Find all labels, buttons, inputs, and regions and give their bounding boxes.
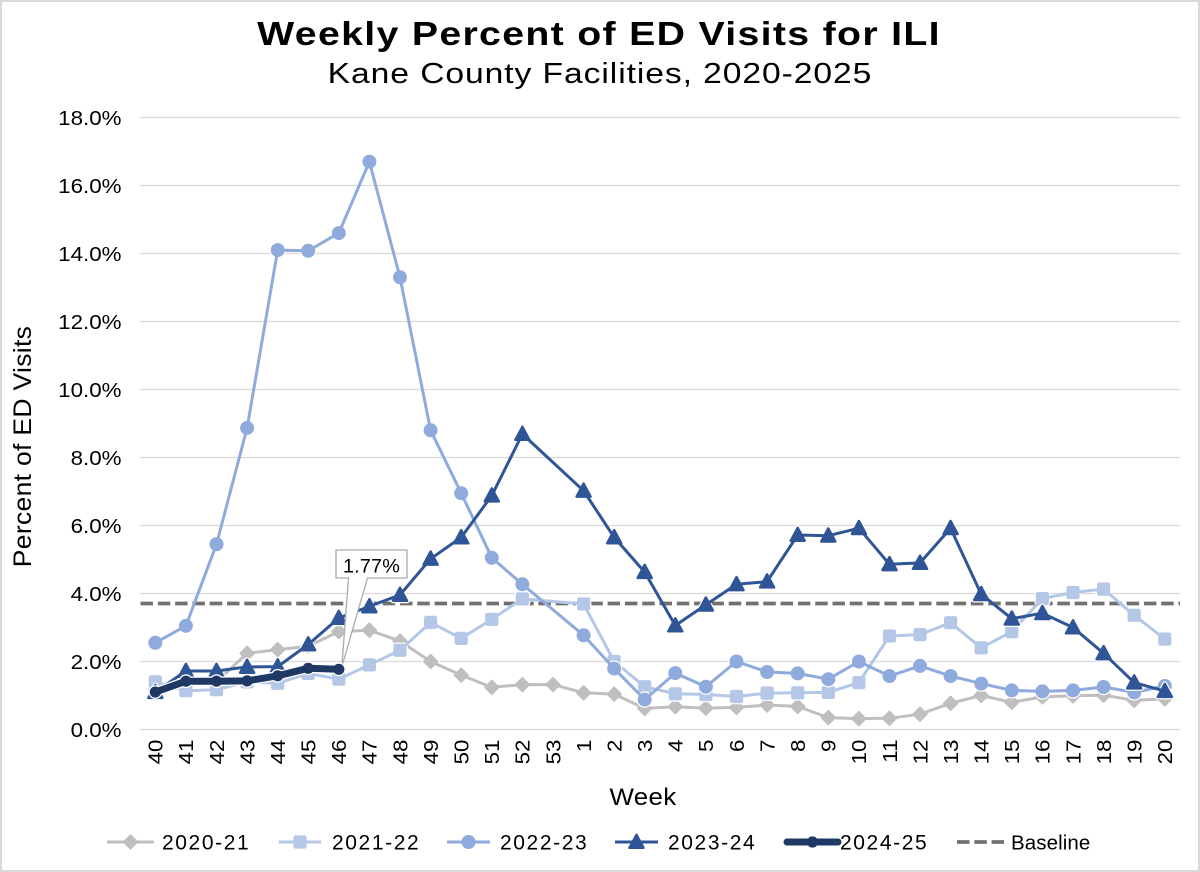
- svg-text:9: 9: [817, 740, 840, 752]
- svg-text:17: 17: [1062, 740, 1085, 765]
- svg-text:2.0%: 2.0%: [71, 651, 122, 674]
- svg-text:15: 15: [1001, 739, 1024, 764]
- svg-text:46: 46: [328, 740, 351, 765]
- svg-text:41: 41: [175, 740, 198, 765]
- svg-text:Weekly Percent of ED Visits fo: Weekly Percent of ED Visits for ILI: [257, 15, 941, 52]
- svg-text:2022-23: 2022-23: [500, 831, 588, 854]
- svg-text:42: 42: [206, 740, 229, 765]
- svg-text:1: 1: [573, 740, 596, 752]
- svg-text:4.0%: 4.0%: [71, 583, 122, 606]
- svg-text:12.0%: 12.0%: [58, 311, 121, 334]
- svg-text:Kane County Facilities, 2020-2: Kane County Facilities, 2020-2025: [328, 57, 873, 89]
- svg-text:47: 47: [359, 740, 382, 765]
- svg-text:2023-24: 2023-24: [668, 831, 756, 854]
- svg-text:49: 49: [420, 740, 443, 765]
- svg-text:18: 18: [1093, 740, 1116, 765]
- svg-text:2020-21: 2020-21: [162, 831, 250, 854]
- svg-text:Week: Week: [609, 784, 676, 811]
- svg-text:2024-25: 2024-25: [840, 831, 928, 854]
- svg-text:43: 43: [236, 740, 259, 765]
- svg-text:2021-22: 2021-22: [332, 831, 420, 854]
- svg-text:2: 2: [603, 740, 626, 752]
- svg-text:1.77%: 1.77%: [343, 556, 400, 578]
- svg-text:14.0%: 14.0%: [58, 243, 121, 266]
- svg-text:12: 12: [909, 740, 932, 765]
- svg-text:7: 7: [756, 740, 779, 752]
- svg-text:0.0%: 0.0%: [71, 719, 122, 742]
- svg-text:51: 51: [481, 740, 504, 765]
- svg-text:16: 16: [1032, 740, 1055, 765]
- svg-text:10.0%: 10.0%: [58, 379, 121, 402]
- svg-text:52: 52: [512, 740, 535, 765]
- svg-text:18.0%: 18.0%: [58, 107, 121, 130]
- svg-text:45: 45: [297, 739, 320, 764]
- svg-text:13: 13: [940, 740, 963, 765]
- svg-text:4: 4: [664, 739, 687, 752]
- svg-text:16.0%: 16.0%: [58, 175, 121, 198]
- svg-text:40: 40: [144, 739, 167, 764]
- svg-text:50: 50: [450, 739, 473, 764]
- svg-text:5: 5: [695, 739, 718, 752]
- svg-text:20: 20: [1154, 739, 1177, 764]
- svg-text:Percent of ED Visits: Percent of ED Visits: [10, 326, 37, 567]
- svg-text:53: 53: [542, 740, 565, 765]
- svg-text:6.0%: 6.0%: [71, 515, 122, 538]
- svg-text:44: 44: [267, 739, 290, 764]
- svg-text:6: 6: [726, 740, 749, 752]
- svg-text:48: 48: [389, 740, 412, 765]
- svg-text:8.0%: 8.0%: [71, 447, 122, 470]
- svg-text:10: 10: [848, 739, 871, 764]
- svg-text:3: 3: [634, 740, 657, 752]
- svg-text:Baseline: Baseline: [1011, 831, 1090, 854]
- svg-text:14: 14: [970, 739, 993, 764]
- svg-text:8: 8: [787, 740, 810, 752]
- svg-text:19: 19: [1123, 740, 1146, 765]
- svg-text:11: 11: [879, 740, 902, 763]
